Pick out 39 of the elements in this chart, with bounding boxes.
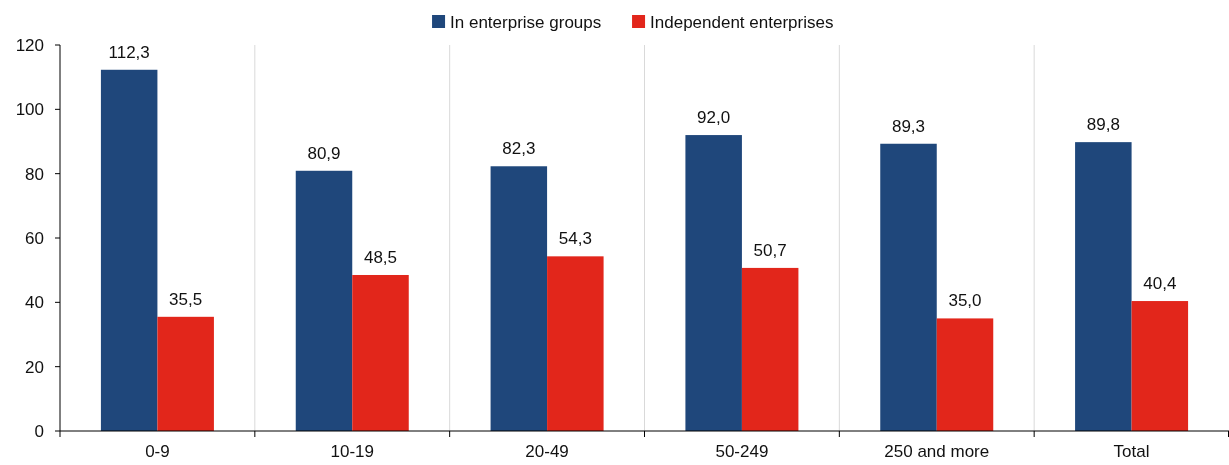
bar — [880, 143, 937, 431]
legend-label: In enterprise groups — [450, 12, 602, 32]
data-label: 50,7 — [753, 240, 787, 260]
y-tick-label: 60 — [25, 228, 44, 248]
y-tick-label: 40 — [25, 293, 44, 313]
x-tick-label: 50-249 — [715, 442, 769, 461]
data-label: 35,0 — [948, 291, 982, 311]
bar — [1075, 142, 1132, 431]
bar — [936, 318, 994, 431]
x-tick-label: 0-9 — [145, 442, 170, 461]
data-label: 54,3 — [558, 229, 592, 249]
data-label: 89,3 — [891, 116, 926, 136]
data-label: 40,4 — [1143, 274, 1177, 294]
y-tick-label: 120 — [15, 35, 44, 55]
data-label: 35,5 — [169, 289, 203, 309]
data-label: 92,0 — [697, 108, 731, 128]
legend-label: Independent enterprises — [650, 12, 834, 32]
bar — [741, 267, 799, 431]
y-tick-label: 80 — [25, 164, 44, 184]
data-label: 112,3 — [108, 42, 150, 62]
x-tick-label: 20-49 — [525, 442, 569, 461]
data-label: 89,8 — [1086, 115, 1120, 135]
bar — [685, 135, 742, 431]
bar — [100, 69, 158, 431]
bar — [295, 170, 353, 431]
y-tick-label: 100 — [15, 100, 44, 120]
y-tick-label: 20 — [25, 357, 44, 377]
y-tick-label: 0 — [34, 421, 44, 441]
bar — [157, 316, 214, 431]
x-tick-label: 250 and more — [884, 442, 990, 461]
bar — [490, 166, 548, 431]
data-label: 48,5 — [363, 247, 398, 267]
bar — [1131, 301, 1189, 431]
bar — [547, 256, 604, 431]
data-label: 82,3 — [502, 139, 536, 159]
x-tick-label: Total — [1113, 442, 1150, 461]
bar — [352, 274, 409, 431]
data-label: 80,9 — [307, 143, 341, 163]
x-tick-label: 10-19 — [330, 442, 374, 461]
